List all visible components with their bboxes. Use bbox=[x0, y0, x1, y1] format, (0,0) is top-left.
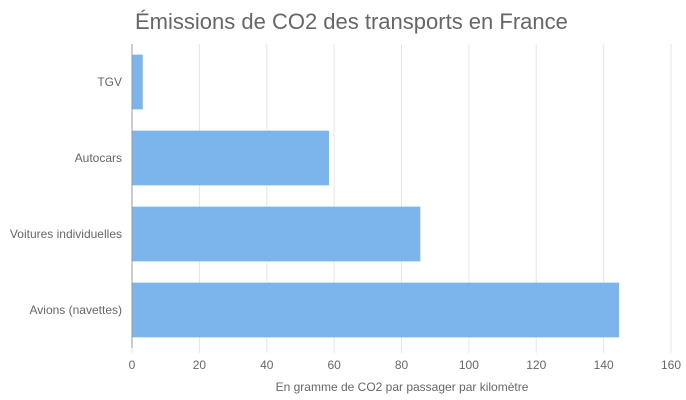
category-label: TGV bbox=[97, 75, 122, 89]
x-tick-label: 100 bbox=[459, 358, 479, 372]
bar bbox=[132, 130, 330, 186]
x-tick-label: 160 bbox=[661, 358, 681, 372]
x-tick-label: 80 bbox=[395, 358, 409, 372]
bars bbox=[132, 54, 620, 338]
x-tick-label: 40 bbox=[260, 358, 274, 372]
category-label: Autocars bbox=[75, 151, 122, 165]
bar bbox=[132, 282, 620, 338]
category-label: Avions (navettes) bbox=[30, 303, 123, 317]
x-axis-ticks: 0 20 40 60 80 100 120 140 160 bbox=[129, 348, 681, 372]
chart-title: Émissions de CO2 des transports en Franc… bbox=[135, 9, 568, 34]
grid bbox=[198, 44, 672, 348]
category-labels: TGV Autocars Voitures individuelles Avions … bbox=[10, 75, 122, 317]
x-tick-label: 120 bbox=[526, 358, 546, 372]
bar bbox=[132, 206, 421, 262]
x-tick-label: 140 bbox=[594, 358, 614, 372]
x-axis-label: En gramme de CO2 par passager par kilomè… bbox=[276, 380, 529, 394]
category-label: Voitures individuelles bbox=[10, 227, 122, 241]
bar bbox=[132, 54, 143, 110]
x-tick-label: 0 bbox=[129, 358, 136, 372]
x-tick-label: 60 bbox=[327, 358, 341, 372]
x-tick-label: 20 bbox=[193, 358, 207, 372]
